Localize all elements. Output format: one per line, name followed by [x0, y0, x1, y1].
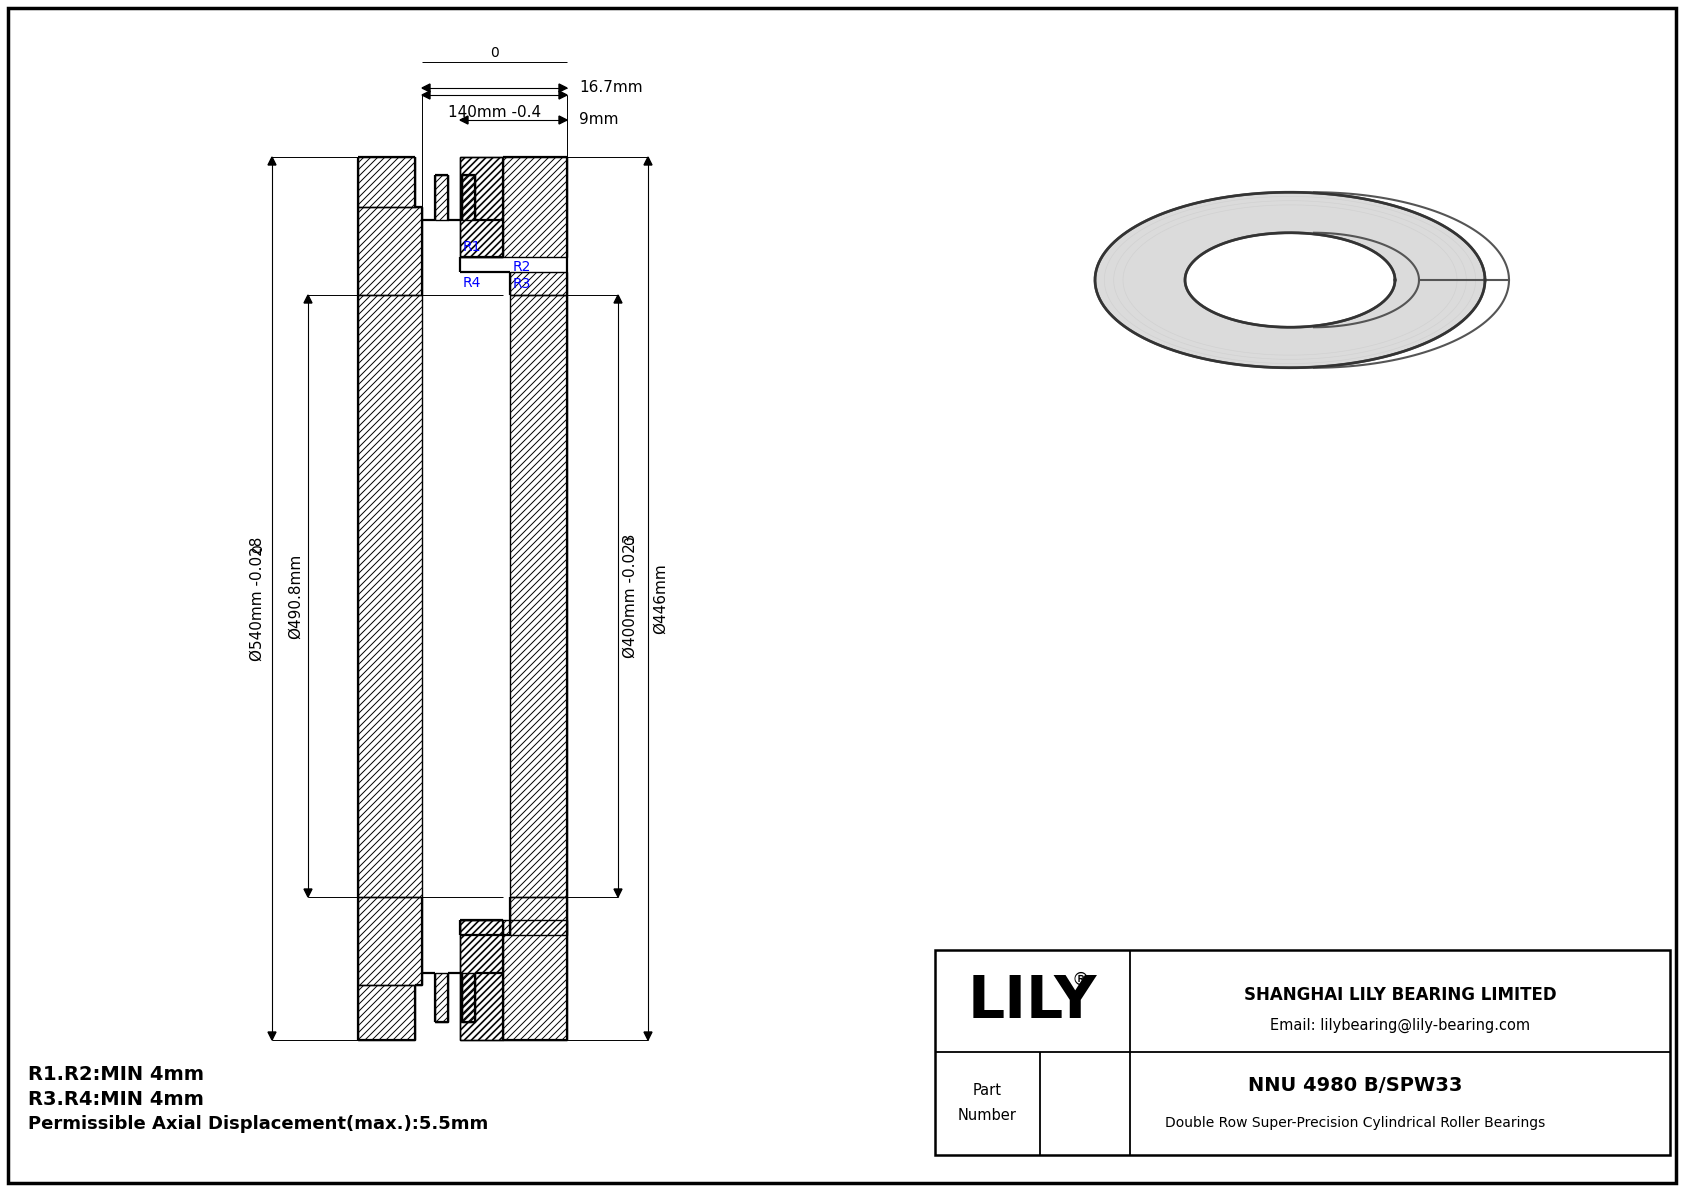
- Text: R1.R2:MIN 4mm: R1.R2:MIN 4mm: [29, 1065, 204, 1084]
- Polygon shape: [268, 1031, 276, 1040]
- Text: 0: 0: [623, 537, 637, 545]
- Text: Ø490.8mm: Ø490.8mm: [288, 554, 303, 638]
- Polygon shape: [1186, 232, 1394, 328]
- Text: Permissible Axial Displacement(max.):5.5mm: Permissible Axial Displacement(max.):5.5…: [29, 1115, 488, 1133]
- Text: SHANGHAI LILY BEARING LIMITED: SHANGHAI LILY BEARING LIMITED: [1244, 986, 1556, 1004]
- Text: R3: R3: [514, 278, 532, 291]
- Text: 9mm: 9mm: [579, 112, 618, 127]
- Text: ®: ®: [1071, 971, 1090, 989]
- Polygon shape: [305, 295, 312, 303]
- Text: R2: R2: [514, 260, 532, 274]
- Text: NNU 4980 B/SPW33: NNU 4980 B/SPW33: [1248, 1075, 1462, 1095]
- Text: Email: lilybearing@lily-bearing.com: Email: lilybearing@lily-bearing.com: [1270, 1017, 1531, 1033]
- Text: LILY: LILY: [968, 973, 1098, 1030]
- Polygon shape: [559, 116, 568, 124]
- Text: Ø540mm -0.028: Ø540mm -0.028: [249, 536, 264, 661]
- Text: R1: R1: [463, 241, 482, 254]
- Text: R4: R4: [463, 276, 482, 289]
- Polygon shape: [423, 85, 429, 92]
- Text: 16.7mm: 16.7mm: [579, 81, 643, 95]
- Polygon shape: [643, 157, 652, 166]
- Polygon shape: [559, 91, 568, 99]
- Polygon shape: [615, 295, 621, 303]
- Text: Double Row Super-Precision Cylindrical Roller Bearings: Double Row Super-Precision Cylindrical R…: [1165, 1116, 1546, 1130]
- Text: Ø400mm -0.023: Ø400mm -0.023: [623, 534, 638, 659]
- Text: 140mm -0.4: 140mm -0.4: [448, 105, 541, 120]
- Text: Ø446mm: Ø446mm: [653, 563, 669, 634]
- Polygon shape: [643, 1031, 652, 1040]
- Bar: [935, 950, 1671, 1155]
- Polygon shape: [1095, 192, 1485, 368]
- Polygon shape: [305, 888, 312, 897]
- Text: R3.R4:MIN 4mm: R3.R4:MIN 4mm: [29, 1090, 204, 1109]
- Text: 0: 0: [251, 544, 264, 553]
- Polygon shape: [423, 91, 429, 99]
- Polygon shape: [268, 157, 276, 166]
- Polygon shape: [460, 116, 468, 124]
- Polygon shape: [559, 85, 568, 92]
- Text: 0: 0: [490, 46, 498, 60]
- Polygon shape: [615, 888, 621, 897]
- Text: Part
Number: Part Number: [958, 1084, 1017, 1123]
